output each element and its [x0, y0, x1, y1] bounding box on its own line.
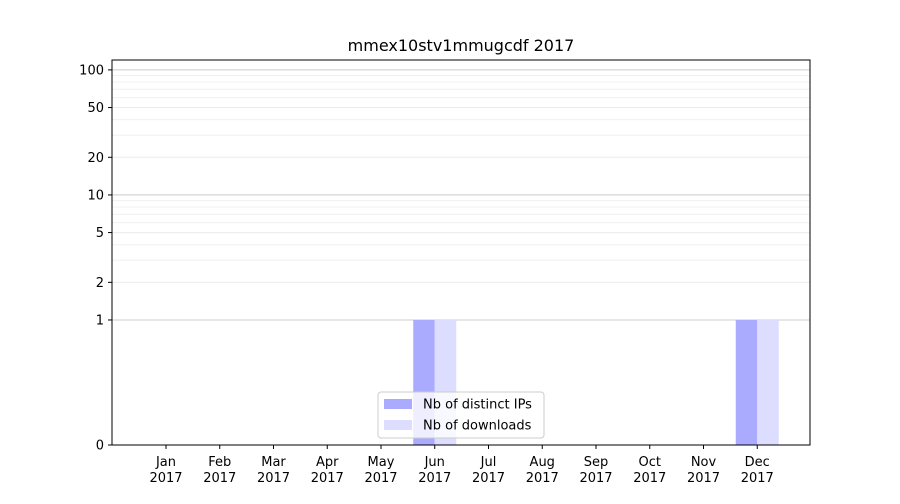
y-tick-label: 100	[79, 63, 104, 78]
x-tick-label-month: May	[368, 455, 395, 470]
y-tick-label: 50	[87, 101, 104, 116]
grid-lines	[112, 69, 810, 446]
x-tick-label-year: 2017	[579, 471, 612, 486]
legend-label: Nb of downloads	[423, 419, 532, 434]
x-tick-label-month: Dec	[745, 455, 770, 470]
x-tick-label-year: 2017	[526, 471, 559, 486]
x-axis: Jan2017Feb2017Mar2017Apr2017May2017Jun20…	[149, 445, 774, 486]
x-tick-label-month: Oct	[639, 455, 661, 470]
x-tick-label-year: 2017	[687, 471, 720, 486]
y-tick-label: 1	[96, 313, 104, 328]
x-tick-label-year: 2017	[633, 471, 666, 486]
x-tick-label-year: 2017	[311, 471, 344, 486]
x-tick-label-year: 2017	[472, 471, 505, 486]
plot-area	[111, 59, 811, 446]
legend-swatch	[384, 399, 412, 409]
x-tick-label-month: Sep	[584, 455, 609, 470]
x-tick-label-year: 2017	[257, 471, 290, 486]
x-tick-label-month: Jul	[480, 455, 497, 470]
bar-distinct-ips	[735, 319, 758, 445]
x-tick-label-year: 2017	[418, 471, 451, 486]
x-tick-label-year: 2017	[364, 471, 397, 486]
x-tick-label-year: 2017	[203, 471, 236, 486]
bar-downloads	[757, 319, 779, 445]
legend-box	[377, 391, 545, 439]
x-tick-label-month: Apr	[316, 455, 339, 470]
y-tick-label: 2	[96, 276, 104, 291]
x-tick-label-month: Nov	[691, 455, 717, 470]
x-tick-label-month: Jun	[424, 455, 445, 470]
x-tick-label-year: 2017	[149, 471, 182, 486]
y-tick-label: 10	[87, 188, 104, 203]
legend-swatch	[384, 420, 412, 430]
legend-label: Nb of distinct IPs	[423, 398, 532, 413]
y-tick-label: 20	[87, 151, 104, 166]
x-tick-label-month: Feb	[208, 455, 231, 470]
x-tick-label-month: Mar	[261, 455, 286, 470]
chart-title: mmex10stv1mmugcdf 2017	[348, 36, 575, 55]
y-tick-label: 0	[96, 439, 104, 454]
x-tick-label-month: Jan	[155, 455, 176, 470]
y-axis: 0 1 2 5 10 20 50 100	[79, 63, 112, 454]
x-tick-label-year: 2017	[741, 471, 774, 486]
legend: Nb of distinct IPs Nb of downloads	[377, 391, 545, 439]
x-tick-label-month: Aug	[530, 455, 555, 470]
y-tick-label: 5	[96, 226, 104, 241]
